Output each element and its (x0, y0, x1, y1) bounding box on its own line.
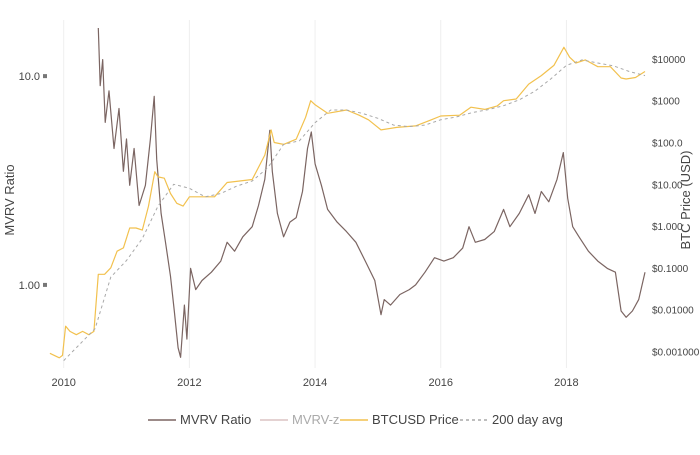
y-right-tick-label: $100.0 (652, 138, 683, 149)
series-line-3 (49, 46, 646, 359)
y-right-tick-label: $10.00 (652, 180, 683, 191)
x-tick-label: 2012 (177, 377, 201, 389)
y-left-tick-mark (43, 74, 47, 79)
y-left-tick-mark (43, 282, 47, 287)
legend-item-label[interactable]: MVRV-z (292, 412, 339, 427)
x-tick-label: 2010 (51, 377, 75, 389)
y-right-tick-label: $0.001000 (652, 347, 700, 358)
y-left-tick-label: 10.0 (19, 71, 40, 83)
y-right-tick-label: $0.01000 (652, 306, 694, 317)
y-right-tick-label: $1.000 (652, 222, 683, 233)
axes: MVRV Ratio BTC Price (USD) 2010 2012 2014 2… (2, 55, 700, 389)
y-left-tick-label: 1.00 (19, 280, 40, 292)
series-line-1 (97, 27, 646, 358)
series-layer (49, 27, 646, 361)
y-right-tick-label: $10000 (652, 55, 686, 66)
series-line-4 (63, 59, 646, 361)
y-right-tick-label: $0.1000 (652, 264, 689, 275)
legend: MVRV Ratio MVRV-z BTCUSD Price 200 day avg (148, 412, 563, 427)
y-axis-title-left: MVRV Ratio (2, 164, 17, 235)
gridlines (63, 20, 567, 368)
x-tick-label: 2018 (554, 377, 578, 389)
y-right-tick-label: $1000 (652, 97, 680, 108)
x-tick-label: 2014 (303, 377, 327, 389)
legend-item-label[interactable]: BTCUSD Price (372, 412, 459, 427)
legend-item-label[interactable]: 200 day avg (492, 412, 563, 427)
y-axis-title-right: BTC Price (USD) (678, 151, 693, 250)
x-tick-label: 2016 (429, 377, 453, 389)
legend-item-label[interactable]: MVRV Ratio (180, 412, 251, 427)
